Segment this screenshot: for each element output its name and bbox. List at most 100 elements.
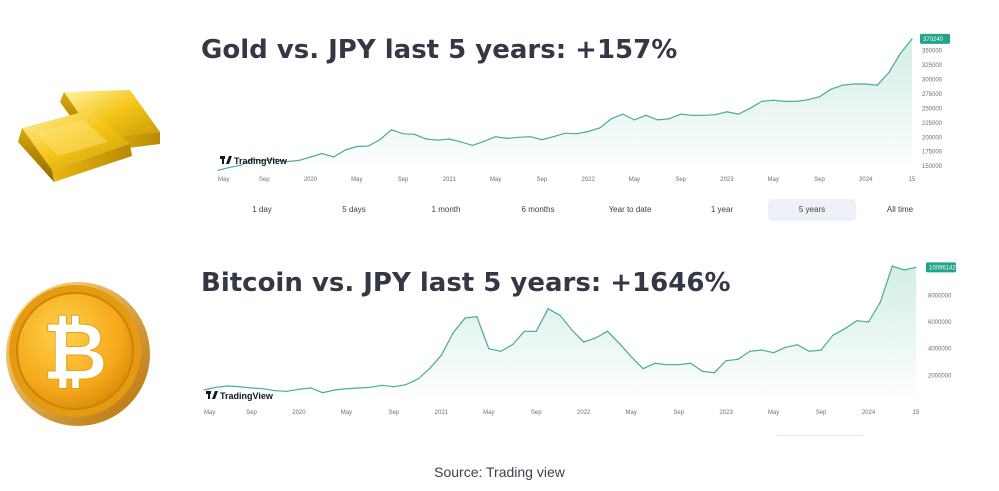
data-point	[405, 384, 407, 386]
data-point	[713, 372, 715, 374]
data-point	[274, 390, 276, 392]
svg-text:₿: ₿	[42, 305, 107, 398]
data-point	[844, 328, 846, 330]
data-point	[772, 99, 774, 101]
x-tick-label: May	[351, 177, 362, 183]
data-point	[915, 266, 917, 268]
range-button[interactable]: 5 days	[342, 205, 366, 214]
data-point	[749, 350, 751, 352]
data-point	[867, 321, 870, 323]
data-point	[460, 141, 462, 143]
data-point	[701, 370, 703, 372]
range-button[interactable]: 1 year	[710, 205, 734, 214]
data-point	[240, 164, 242, 166]
last-price-tag: 370240	[920, 33, 950, 44]
data-point	[511, 344, 514, 346]
data-point	[749, 107, 751, 109]
data-point	[357, 387, 359, 389]
data-point	[523, 330, 525, 332]
data-point	[618, 342, 620, 344]
data-point	[495, 136, 497, 138]
data-point	[310, 387, 312, 389]
source-caption: Source: Trading view	[434, 464, 565, 480]
data-point	[842, 84, 844, 86]
data-point	[437, 139, 439, 141]
range-button[interactable]: All time	[886, 205, 914, 214]
x-tick-label: 2020	[304, 177, 318, 183]
data-point	[333, 389, 336, 391]
last-price-label: 370240	[923, 37, 944, 43]
data-point	[367, 145, 369, 147]
data-point	[425, 138, 427, 140]
data-point	[856, 320, 858, 322]
range-button[interactable]: 1 day	[252, 205, 272, 214]
data-point	[830, 88, 832, 90]
y-tick-label: 4000000	[928, 347, 952, 353]
data-point	[250, 387, 253, 389]
data-point	[428, 368, 431, 370]
data-point	[564, 132, 566, 134]
data-point	[518, 136, 520, 138]
y-tick-label: 225000	[922, 121, 943, 127]
tradingview-logo: TradingView	[220, 156, 288, 166]
data-point	[796, 344, 798, 346]
x-tick-label: Sep	[398, 177, 409, 183]
data-point	[369, 386, 371, 388]
data-point	[379, 138, 381, 141]
x-tick-label: 2024	[859, 177, 873, 183]
x-tick-label: May	[768, 177, 779, 183]
x-tick-label: 2021	[443, 177, 457, 183]
y-tick-label: 2000000	[928, 373, 952, 379]
range-button[interactable]: 5 years	[768, 199, 856, 221]
data-point	[784, 346, 787, 348]
data-point	[286, 390, 288, 392]
tradingview-label: TradingView	[234, 156, 288, 166]
data-point	[402, 133, 404, 135]
x-tick-label: May	[218, 177, 229, 183]
gold-price-chart: 150000 175000 200000 225000 250000 275000 3000…	[217, 33, 950, 183]
data-point	[680, 113, 682, 115]
range-button[interactable]: 1 month	[431, 205, 461, 214]
data-point	[725, 360, 727, 362]
data-point	[726, 111, 728, 113]
range-button[interactable]: 6 months	[521, 205, 555, 214]
data-point	[714, 114, 716, 116]
data-point	[668, 118, 670, 120]
y-tick-label: 350000	[922, 48, 943, 54]
data-point	[903, 269, 905, 271]
range-button[interactable]: Year to date	[608, 205, 652, 214]
y-tick-label: 325000	[922, 63, 943, 69]
x-tick-label: May	[490, 177, 501, 183]
data-point	[535, 330, 537, 332]
data-point	[239, 386, 241, 388]
data-point	[703, 114, 705, 116]
y-tick-label: 250000	[922, 106, 943, 112]
tradingview-logo: TradingView	[206, 391, 274, 401]
data-point	[656, 119, 659, 121]
x-tick-label: 15	[909, 177, 916, 183]
tradingview-label: TradingView	[220, 391, 274, 401]
data-point	[899, 52, 902, 54]
x-tick-label: May	[768, 410, 779, 416]
data-point	[506, 137, 508, 140]
x-tick-label: 15	[913, 410, 920, 416]
data-point	[381, 384, 383, 386]
x-tick-label: May	[483, 410, 494, 416]
x-tick-label: Sep	[673, 410, 684, 416]
data-point	[820, 349, 822, 351]
x-tick-label: Sep	[675, 177, 686, 183]
data-point	[642, 368, 644, 370]
data-point	[345, 388, 347, 390]
data-point	[689, 362, 692, 364]
data-point	[322, 392, 324, 394]
data-point	[228, 166, 231, 168]
x-tick-label: May	[204, 410, 215, 416]
data-point	[595, 337, 597, 339]
data-point	[263, 159, 265, 162]
data-point	[808, 350, 810, 352]
data-point	[879, 301, 882, 303]
bitcoin-chart-title: Bitcoin vs. JPY last 5 years: +1646%	[201, 268, 731, 298]
x-tick-label: 2023	[719, 410, 733, 416]
gold-chart-title: Gold vs. JPY last 5 years: +157%	[201, 35, 678, 65]
data-point	[559, 314, 561, 316]
